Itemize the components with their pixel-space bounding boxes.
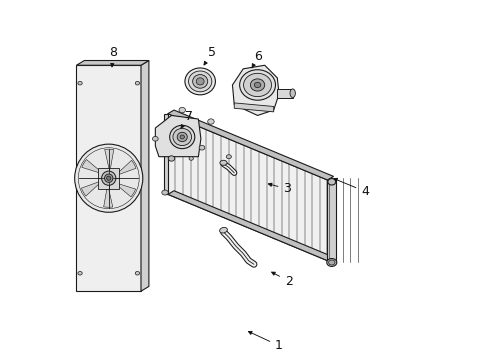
Text: 5: 5 xyxy=(204,46,216,65)
Circle shape xyxy=(74,144,143,212)
Ellipse shape xyxy=(290,89,295,98)
Ellipse shape xyxy=(185,68,216,95)
Ellipse shape xyxy=(135,271,140,275)
Polygon shape xyxy=(277,89,293,98)
Ellipse shape xyxy=(199,145,205,150)
Ellipse shape xyxy=(254,82,261,87)
Ellipse shape xyxy=(240,70,275,100)
Polygon shape xyxy=(82,159,105,174)
Ellipse shape xyxy=(226,155,231,159)
Ellipse shape xyxy=(220,228,227,233)
Ellipse shape xyxy=(173,129,192,145)
Text: 4: 4 xyxy=(334,178,369,198)
Ellipse shape xyxy=(170,125,195,149)
Ellipse shape xyxy=(179,107,186,113)
Polygon shape xyxy=(232,65,279,116)
Polygon shape xyxy=(168,191,334,261)
Ellipse shape xyxy=(78,81,82,85)
Ellipse shape xyxy=(189,157,194,160)
Polygon shape xyxy=(115,160,136,178)
Ellipse shape xyxy=(328,179,336,185)
Ellipse shape xyxy=(78,271,82,275)
Ellipse shape xyxy=(208,119,214,124)
Text: 7: 7 xyxy=(181,110,193,128)
Ellipse shape xyxy=(135,81,140,85)
Text: 3: 3 xyxy=(269,183,291,195)
Text: 6: 6 xyxy=(252,50,262,68)
Text: 1: 1 xyxy=(248,331,283,352)
Polygon shape xyxy=(327,180,337,261)
Text: 8: 8 xyxy=(109,46,118,67)
Ellipse shape xyxy=(327,258,337,266)
Circle shape xyxy=(101,171,116,185)
Polygon shape xyxy=(98,168,119,189)
Circle shape xyxy=(107,176,111,180)
Ellipse shape xyxy=(196,78,204,85)
Ellipse shape xyxy=(180,135,184,139)
Ellipse shape xyxy=(189,71,212,92)
Polygon shape xyxy=(105,149,114,172)
Ellipse shape xyxy=(250,79,265,91)
Circle shape xyxy=(104,174,113,183)
Text: 2: 2 xyxy=(271,272,293,288)
Ellipse shape xyxy=(177,132,187,141)
Polygon shape xyxy=(112,183,136,197)
Ellipse shape xyxy=(162,190,168,195)
Polygon shape xyxy=(168,114,327,261)
Polygon shape xyxy=(76,65,141,291)
Polygon shape xyxy=(155,116,201,157)
Polygon shape xyxy=(168,110,334,180)
Ellipse shape xyxy=(329,260,335,265)
Ellipse shape xyxy=(152,136,158,141)
Ellipse shape xyxy=(220,160,227,165)
Polygon shape xyxy=(104,184,113,207)
Ellipse shape xyxy=(244,73,271,96)
Polygon shape xyxy=(141,60,149,291)
Polygon shape xyxy=(164,114,168,194)
Polygon shape xyxy=(76,60,149,65)
Ellipse shape xyxy=(193,75,208,88)
Ellipse shape xyxy=(168,156,175,161)
Polygon shape xyxy=(234,103,274,112)
Polygon shape xyxy=(81,178,102,196)
